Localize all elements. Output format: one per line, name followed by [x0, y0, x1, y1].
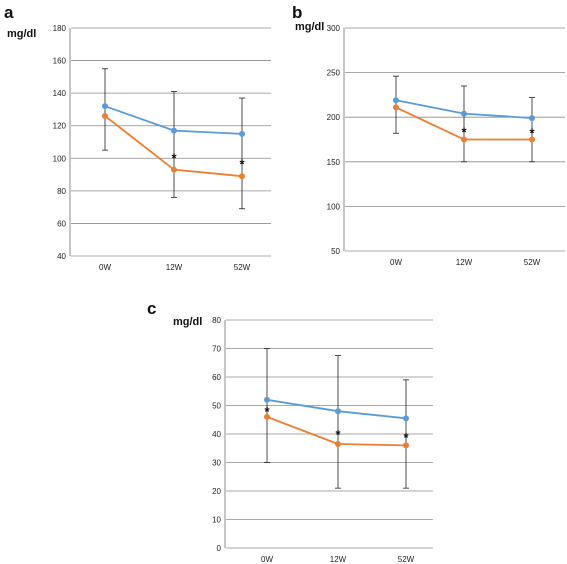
significance-marker: *: [335, 427, 341, 442]
y-axis-label: mg/dl: [7, 28, 36, 40]
data-point-blue: [102, 103, 108, 110]
y-tick-label: 30: [212, 459, 221, 468]
x-tick-label: 12W: [456, 258, 473, 267]
data-point-orange: [171, 166, 177, 173]
y-tick-label: 300: [327, 24, 341, 33]
significance-marker: *: [264, 404, 270, 419]
panel-letter-b: b: [292, 3, 302, 22]
data-point-orange: [239, 173, 245, 180]
data-point-orange: [264, 413, 270, 420]
significance-marker: *: [239, 156, 245, 171]
y-tick-label: 20: [212, 487, 221, 496]
data-point-blue: [529, 115, 535, 122]
significance-marker: *: [171, 151, 177, 166]
significance-marker: *: [461, 124, 467, 139]
y-tick-label: 50: [212, 402, 221, 411]
y-axis-label: mg/dl: [295, 21, 324, 33]
data-point-orange: [393, 104, 399, 111]
y-tick-label: 80: [57, 187, 66, 196]
data-point-blue: [403, 415, 409, 422]
y-tick-label: 10: [212, 516, 221, 525]
data-point-blue: [264, 396, 270, 403]
data-point-blue: [171, 127, 177, 134]
y-tick-label: 250: [327, 69, 341, 78]
y-tick-label: 180: [53, 24, 67, 33]
x-tick-label: 12W: [330, 555, 347, 564]
x-tick-label: 52W: [398, 555, 415, 564]
y-tick-label: 60: [212, 373, 221, 382]
y-tick-label: 160: [53, 57, 67, 66]
x-tick-label: 12W: [166, 263, 183, 272]
y-tick-label: 120: [53, 122, 67, 131]
data-point-orange: [403, 442, 409, 449]
x-tick-label: 0W: [99, 263, 111, 272]
panel-c: c mg/dl 0 10 20 30 40 50 60 70 80 0W 12W 52W * * *: [147, 299, 433, 564]
data-point-blue: [335, 408, 341, 415]
panel-letter-c: c: [147, 299, 156, 318]
y-tick-label: 150: [327, 158, 341, 167]
x-tick-label: 0W: [261, 555, 273, 564]
y-tick-label: 0: [217, 544, 222, 553]
data-point-orange: [335, 440, 341, 447]
y-axis-label: mg/dl: [173, 316, 202, 328]
y-tick-label: 80: [212, 316, 221, 325]
y-tick-label: 60: [57, 219, 66, 228]
data-point-blue: [461, 110, 467, 117]
y-tick-label: 140: [53, 89, 67, 98]
data-point-orange: [461, 136, 467, 143]
panel-b: bmg/dl 50 100 150 200 250 300 0W 12W 52W * *: [292, 3, 565, 267]
significance-marker: *: [529, 126, 535, 141]
data-point-blue: [393, 97, 399, 104]
y-tick-label: 200: [327, 113, 341, 122]
y-tick-label: 100: [53, 154, 67, 163]
x-tick-label: 0W: [390, 258, 402, 267]
y-tick-label: 100: [327, 202, 341, 211]
y-tick-label: 70: [212, 345, 221, 354]
data-point-orange: [102, 112, 108, 119]
data-point-blue: [239, 130, 245, 137]
significance-marker: *: [403, 430, 409, 445]
y-tick-label: 50: [331, 247, 340, 256]
data-point-orange: [529, 136, 535, 143]
y-tick-label: 40: [57, 252, 66, 261]
x-tick-label: 52W: [234, 263, 251, 272]
panel-letter-a: a: [4, 3, 14, 22]
x-tick-label: 52W: [524, 258, 541, 267]
panel-a: a mg/dl 40 60 80 100 120 140 160 180 0W 12W 52W * *: [4, 3, 271, 272]
y-tick-label: 40: [212, 430, 221, 439]
